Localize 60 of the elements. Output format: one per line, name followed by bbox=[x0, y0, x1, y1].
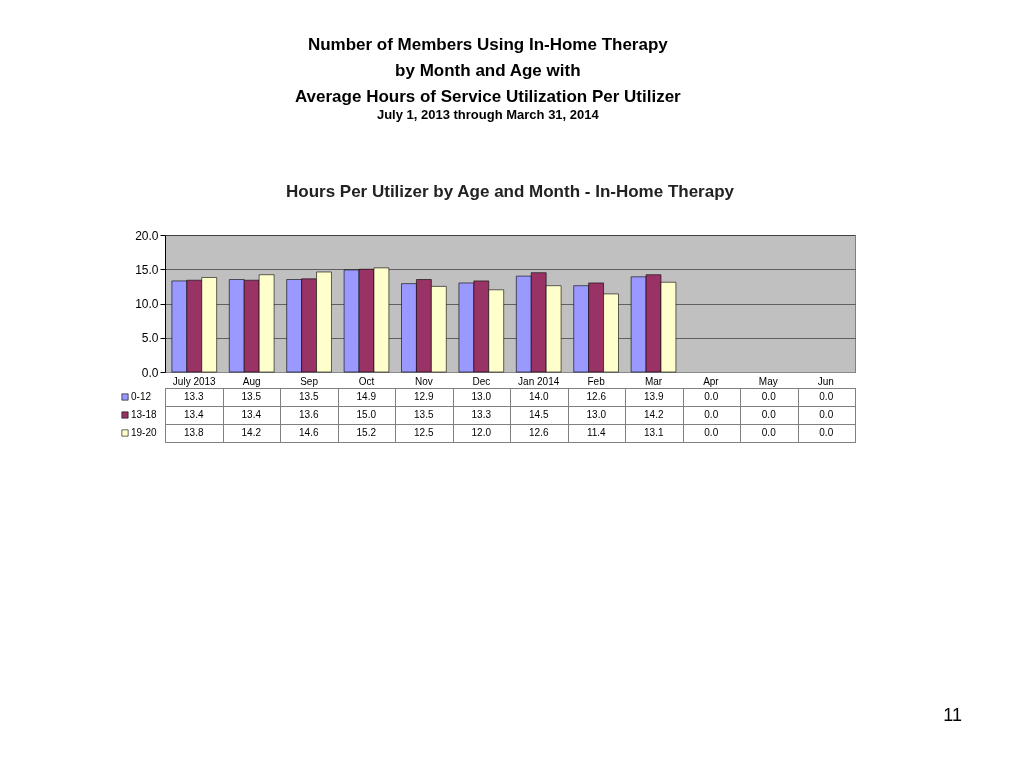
x-tick-label: Dec bbox=[472, 375, 491, 387]
data-label: 0.0 bbox=[761, 409, 777, 420]
data-label: 13.9 bbox=[644, 391, 664, 402]
x-tick-label: Oct bbox=[358, 375, 375, 387]
data-label: 14.9 bbox=[356, 391, 377, 402]
data-label: 13.8 bbox=[184, 427, 204, 438]
x-tick-label: Jun bbox=[817, 375, 834, 387]
data-label: 12.6 bbox=[529, 427, 549, 438]
data-label: 14.2 bbox=[241, 427, 262, 438]
y-tick-label: 15.0 bbox=[135, 262, 159, 277]
data-label: 0.0 bbox=[704, 409, 719, 420]
chart-subtitle: July 1, 2013 through March 31, 2014 bbox=[376, 106, 600, 122]
data-label: 12.6 bbox=[586, 391, 607, 402]
x-tick-label: Jan 2014 bbox=[518, 375, 560, 387]
data-label: 0.0 bbox=[819, 409, 834, 420]
y-tick-label: 0.0 bbox=[141, 365, 159, 380]
x-tick-label: Apr bbox=[703, 375, 720, 387]
data-label: 13.1 bbox=[644, 427, 664, 438]
data-label: 13.6 bbox=[299, 409, 319, 420]
data-label: 15.0 bbox=[356, 409, 377, 420]
x-tick-label: Sep bbox=[300, 375, 319, 387]
data-label: 11.4 bbox=[586, 427, 607, 438]
x-tick-label: July 2013 bbox=[172, 375, 217, 387]
y-tick-label: 5.0 bbox=[141, 331, 159, 346]
data-label: 13.5 bbox=[241, 391, 262, 402]
data-label: 13.3 bbox=[184, 391, 204, 402]
data-label: 14.6 bbox=[299, 427, 319, 438]
x-tick-label: Nov bbox=[415, 375, 433, 387]
y-tick-label: 20.0 bbox=[135, 228, 159, 243]
data-label: 0.0 bbox=[704, 391, 719, 402]
chart-title: Number of Members Using In-Home Therapy by Month and Age with Average Hours of Service Utilization Per Utilizer bbox=[294, 34, 682, 106]
y-tick-label: 10.0 bbox=[135, 297, 159, 311]
data-label: 14.2 bbox=[644, 409, 664, 420]
data-label: 13.3 bbox=[471, 409, 492, 420]
data-label: 13.5 bbox=[299, 391, 319, 402]
x-tick-label: Mar bbox=[644, 375, 663, 387]
data-label: 14.5 bbox=[529, 409, 549, 420]
data-label: 13.0 bbox=[471, 391, 492, 402]
legend-label: 0-12 bbox=[131, 391, 152, 402]
legend-label: 19-20 bbox=[131, 427, 158, 438]
x-tick-label: Aug bbox=[242, 375, 261, 387]
legend-label: 13-18 bbox=[131, 409, 158, 420]
data-label: 12.0 bbox=[471, 427, 492, 438]
data-label: 0.0 bbox=[819, 391, 834, 402]
x-tick-label: May bbox=[758, 375, 778, 387]
data-label: 13.4 bbox=[184, 409, 204, 420]
data-label: 13.0 bbox=[586, 409, 607, 420]
data-label: 14.0 bbox=[529, 391, 549, 402]
data-label: 0.0 bbox=[761, 391, 777, 402]
data-label: 13.4 bbox=[241, 409, 262, 420]
x-tick-label: Feb bbox=[587, 375, 606, 387]
data-label: 12.5 bbox=[414, 427, 434, 438]
data-label: 0.0 bbox=[761, 427, 777, 438]
data-label: 15.2 bbox=[356, 427, 377, 438]
data-label: 13.5 bbox=[414, 409, 434, 420]
data-label: 0.0 bbox=[819, 427, 834, 438]
data-label: 0.0 bbox=[704, 427, 719, 438]
data-label: 12.9 bbox=[414, 391, 434, 402]
text: Hours Per Utilizer by Age and Month - In-Home Therapy bbox=[285, 182, 735, 201]
text: 11 bbox=[943, 705, 962, 726]
